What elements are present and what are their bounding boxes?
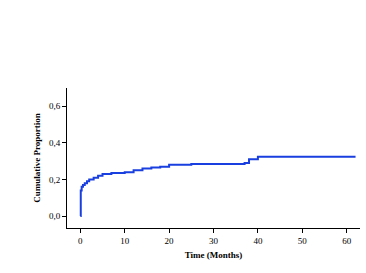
svg-text:0,0: 0,0 xyxy=(49,211,61,221)
svg-text:0,6: 0,6 xyxy=(49,101,61,111)
svg-text:30: 30 xyxy=(209,236,219,246)
svg-text:Cumulative Proportion: Cumulative Proportion xyxy=(32,113,42,203)
svg-text:0: 0 xyxy=(78,236,83,246)
svg-text:Time (Months): Time (Months) xyxy=(185,250,243,260)
svg-text:50: 50 xyxy=(298,236,308,246)
svg-text:40: 40 xyxy=(253,236,263,246)
svg-text:60: 60 xyxy=(342,236,352,246)
svg-text:10: 10 xyxy=(120,236,129,246)
svg-text:20: 20 xyxy=(165,236,175,246)
svg-text:0,4: 0,4 xyxy=(49,138,61,148)
svg-text:0,2: 0,2 xyxy=(49,175,60,185)
